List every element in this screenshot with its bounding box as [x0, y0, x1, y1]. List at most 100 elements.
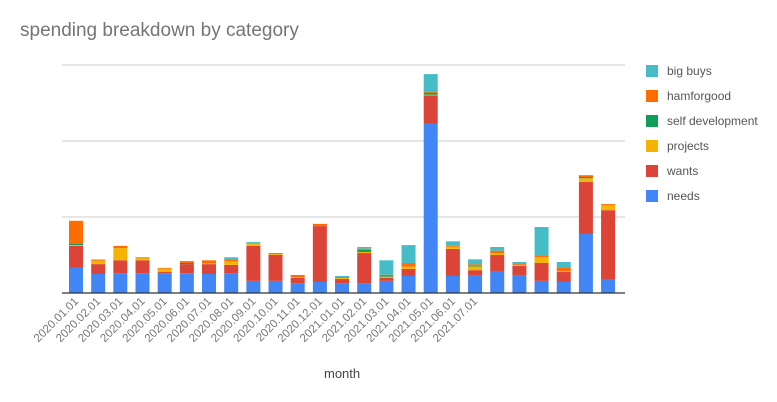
bar-segment-wants[interactable] — [468, 270, 483, 275]
bar-segment-needs[interactable] — [490, 270, 505, 293]
bar-segment-projects[interactable] — [335, 278, 350, 280]
bar-segment-self-development[interactable] — [578, 177, 593, 179]
bar-segment-needs[interactable] — [601, 279, 616, 293]
bar-segment-hamforgood[interactable] — [601, 204, 616, 205]
bar-segment-self-development[interactable] — [357, 249, 372, 252]
bar-segment-hamforgood[interactable] — [379, 274, 394, 276]
bar-segment-hamforgood[interactable] — [445, 245, 460, 247]
bar-segment-self-development[interactable] — [423, 92, 438, 95]
bar-segment-wants[interactable] — [601, 210, 616, 280]
bar-segment-big-buys[interactable] — [401, 245, 416, 263]
bar-stack[interactable] — [335, 275, 350, 293]
bar-segment-needs[interactable] — [401, 275, 416, 293]
bar-stack[interactable] — [268, 253, 283, 293]
bar-segment-wants[interactable] — [202, 264, 217, 274]
bar-segment-self-development[interactable] — [379, 275, 394, 277]
bar-segment-wants[interactable] — [578, 182, 593, 235]
bar-segment-projects[interactable] — [135, 258, 150, 261]
bar-segment-needs[interactable] — [534, 280, 549, 293]
bar-segment-needs[interactable] — [578, 234, 593, 293]
legend-item-hamforgood[interactable]: hamforgood — [646, 83, 758, 108]
bar-segment-hamforgood[interactable] — [401, 262, 416, 267]
bar-segment-wants[interactable] — [379, 277, 394, 281]
bar-segment-needs[interactable] — [224, 273, 239, 293]
bar-segment-hamforgood[interactable] — [69, 220, 83, 244]
bar-segment-wants[interactable] — [401, 268, 416, 276]
bar-segment-self-development[interactable] — [69, 243, 83, 246]
bar-segment-needs[interactable] — [69, 267, 83, 293]
bar-segment-projects[interactable] — [91, 260, 106, 265]
bar-segment-needs[interactable] — [556, 281, 571, 293]
bar-segment-needs[interactable] — [113, 273, 128, 293]
bar-segment-wants[interactable] — [246, 245, 261, 281]
bar-segment-hamforgood[interactable] — [556, 267, 571, 271]
bar-segment-needs[interactable] — [290, 283, 305, 293]
bar-stack[interactable] — [445, 241, 460, 293]
bar-segment-projects[interactable] — [578, 178, 593, 183]
bar-segment-wants[interactable] — [290, 277, 305, 284]
bar-segment-wants[interactable] — [135, 260, 150, 274]
bar-segment-hamforgood[interactable] — [290, 274, 305, 278]
bar-segment-needs[interactable] — [246, 280, 261, 293]
bar-segment-needs[interactable] — [423, 123, 438, 294]
bar-segment-self-development[interactable] — [468, 265, 483, 267]
bar-segment-wants[interactable] — [357, 253, 372, 284]
bar-segment-hamforgood[interactable] — [335, 277, 350, 279]
bar-segment-wants[interactable] — [312, 226, 327, 282]
bar-segment-needs[interactable] — [91, 274, 106, 293]
bar-stack[interactable] — [246, 242, 261, 293]
bar-segment-wants[interactable] — [445, 248, 460, 276]
bar-segment-projects[interactable] — [379, 276, 394, 278]
bar-segment-hamforgood[interactable] — [423, 91, 438, 93]
bar-stack[interactable] — [312, 223, 327, 293]
bar-segment-wants[interactable] — [157, 272, 172, 274]
bar-segment-wants[interactable] — [335, 279, 350, 284]
legend-item-projects[interactable]: projects — [646, 133, 758, 158]
bar-segment-needs[interactable] — [135, 273, 150, 293]
bar-stack[interactable] — [490, 247, 505, 293]
legend-item-wants[interactable]: wants — [646, 158, 758, 183]
bar-segment-big-buys[interactable] — [556, 261, 571, 268]
bar-segment-projects[interactable] — [445, 246, 460, 249]
bar-segment-projects[interactable] — [490, 253, 505, 255]
bar-stack[interactable] — [423, 74, 438, 294]
bar-segment-big-buys[interactable] — [246, 242, 261, 244]
bar-stack[interactable] — [91, 259, 106, 293]
bar-segment-projects[interactable] — [601, 204, 616, 211]
bar-stack[interactable] — [290, 274, 305, 293]
bar-segment-hamforgood[interactable] — [179, 261, 194, 263]
bar-segment-projects[interactable] — [512, 265, 527, 267]
bar-segment-needs[interactable] — [312, 281, 327, 293]
bar-segment-wants[interactable] — [423, 95, 438, 124]
bar-segment-hamforgood[interactable] — [490, 250, 505, 254]
bar-stack[interactable] — [512, 261, 527, 293]
bar-segment-big-buys[interactable] — [490, 247, 505, 251]
bar-segment-projects[interactable] — [224, 261, 239, 265]
bar-segment-hamforgood[interactable] — [135, 257, 150, 259]
bar-stack[interactable] — [578, 175, 593, 293]
bar-segment-hamforgood[interactable] — [224, 259, 239, 262]
bar-stack[interactable] — [601, 204, 616, 293]
bar-stack[interactable] — [113, 245, 128, 293]
bar-segment-wants[interactable] — [69, 245, 83, 268]
bar-segment-big-buys[interactable] — [335, 275, 350, 278]
bar-segment-wants[interactable] — [534, 262, 549, 281]
bar-stack[interactable] — [69, 220, 83, 293]
bar-segment-hamforgood[interactable] — [157, 267, 172, 269]
bar-segment-hamforgood[interactable] — [312, 223, 327, 227]
bar-segment-hamforgood[interactable] — [113, 245, 128, 249]
bar-segment-wants[interactable] — [179, 264, 194, 274]
bar-segment-projects[interactable] — [69, 245, 83, 246]
bar-segment-needs[interactable] — [357, 283, 372, 293]
bar-segment-projects[interactable] — [202, 263, 217, 265]
legend-item-self-development[interactable]: self development — [646, 108, 758, 133]
bar-segment-needs[interactable] — [202, 274, 217, 293]
bar-segment-needs[interactable] — [468, 274, 483, 293]
bar-segment-needs[interactable] — [512, 274, 527, 293]
bar-segment-big-buys[interactable] — [468, 259, 483, 265]
bar-segment-hamforgood[interactable] — [468, 264, 483, 266]
bar-stack[interactable] — [468, 259, 483, 293]
bar-stack[interactable] — [202, 260, 217, 293]
bar-segment-projects[interactable] — [423, 94, 438, 96]
legend-item-big-buys[interactable]: big buys — [646, 58, 758, 83]
